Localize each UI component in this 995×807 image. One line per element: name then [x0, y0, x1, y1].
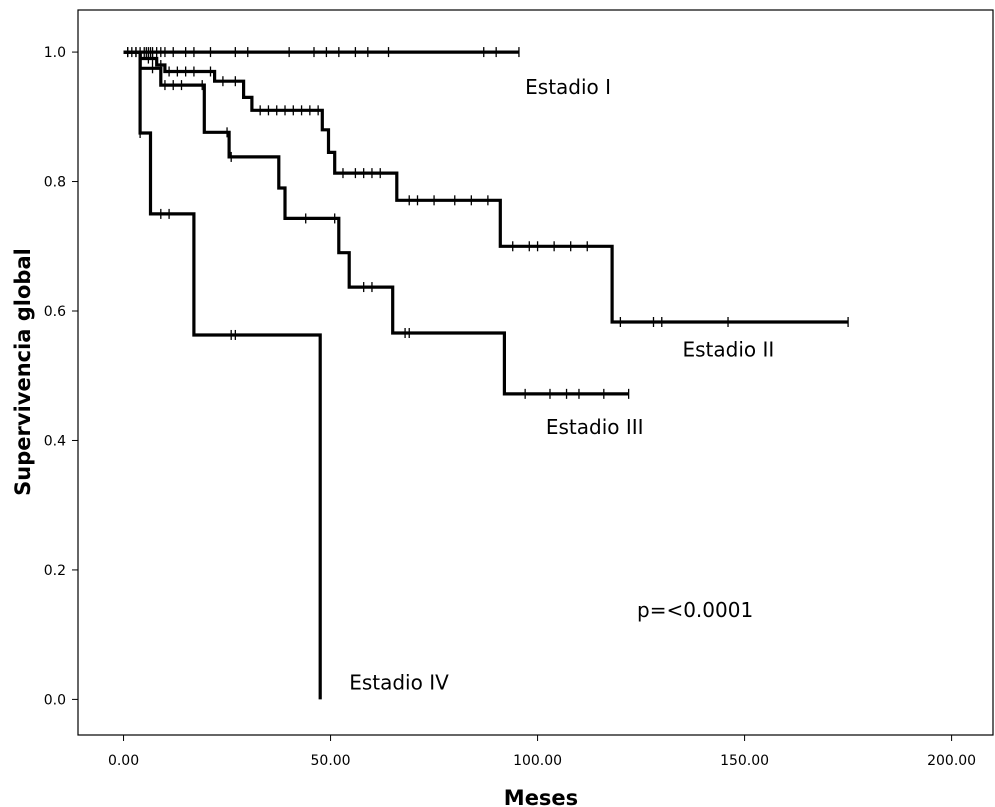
series-labels: Estadio I Estadio II Estadio III Estadio IV [349, 75, 774, 695]
y-tick-label: 0.6 [44, 304, 66, 320]
x-tick-label: 200.00 [927, 753, 976, 769]
survival-line-estadio-iii [123, 50, 629, 396]
series-estadio-iv [123, 47, 322, 700]
plot-frame [77, 9, 994, 736]
series-estadio-iii [123, 50, 630, 399]
series-label-estadio-iii: Estadio III [546, 415, 644, 439]
x-tick-label: 50.00 [311, 753, 351, 769]
x-tick-label: 100.00 [513, 753, 562, 769]
series-label-estadio-i: Estadio I [525, 75, 611, 99]
x-tick-label: 150.00 [720, 753, 769, 769]
y-axis-title: Supervivencia global [11, 248, 35, 496]
p-value-annotation: p=<0.0001 [637, 598, 753, 622]
axes: 0.00 50.00 100.00 150.00 200.00 0.0 0.2 0.4 0.6 0… [44, 45, 976, 769]
x-tick-label: 0.00 [108, 753, 139, 769]
y-tick-label: 0.2 [44, 563, 66, 579]
series-estadio-ii [123, 50, 849, 328]
survival-line-estadio-iv [123, 50, 322, 700]
x-axis-title: Meses [504, 786, 578, 807]
survival-curves [123, 47, 849, 700]
y-tick-label: 0.4 [44, 433, 66, 449]
y-tick-label: 0.8 [44, 175, 66, 191]
series-label-estadio-ii: Estadio II [682, 337, 774, 361]
y-tick-label: 1.0 [44, 45, 66, 61]
series-label-estadio-iv: Estadio IV [349, 671, 449, 695]
survival-line-estadio-ii [123, 50, 849, 324]
y-tick-label: 0.0 [44, 692, 66, 708]
series-estadio-i [123, 47, 520, 58]
